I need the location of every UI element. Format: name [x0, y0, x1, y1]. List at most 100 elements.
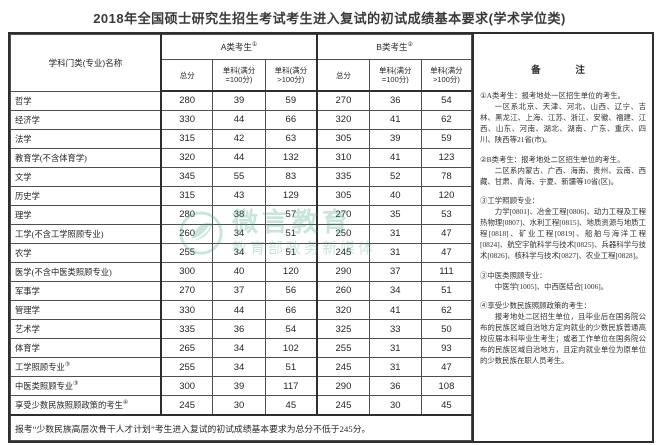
- score-cell: 245: [316, 242, 370, 263]
- score-cell: 310: [316, 147, 370, 168]
- subject-cell: 历史学: [9, 185, 162, 206]
- subject-cell: 工学照顾专业③: [9, 357, 162, 378]
- score-cell: 53: [420, 204, 473, 225]
- column-header-b-single100: 单科(满分 =100分): [368, 59, 422, 92]
- score-cell: 41: [368, 300, 422, 321]
- table-row: 管理学 330 44 66 320 41 62: [9, 300, 473, 321]
- score-table-container: 学科门类(专业)名称 A类考生① B类考生② 总分 单科(满分 =100分) 单…: [8, 32, 654, 443]
- table-row: 军事学 270 37 56 260 34 51: [9, 280, 473, 302]
- score-cell: 117: [264, 376, 318, 397]
- score-cell: 335: [316, 166, 370, 187]
- group-b-label: B类考生: [376, 42, 408, 52]
- score-cell: 41: [368, 147, 422, 168]
- subject-cell: 享受少数民族照顾政策的考生④: [9, 395, 162, 416]
- column-header-group-b: B类考生②: [316, 34, 473, 60]
- score-cell: 30: [368, 395, 422, 416]
- table-row: 理学 280 38 57 270 35 53: [9, 204, 473, 225]
- score-cell: 42: [212, 128, 266, 149]
- score-cell: 270: [159, 280, 214, 302]
- score-cell: 45: [420, 395, 473, 416]
- table-row: 体育学 265 34 102 255 31 93: [9, 338, 473, 359]
- score-cell: 270: [316, 90, 370, 111]
- score-cell: 300: [159, 261, 214, 282]
- score-cell: 330: [159, 109, 214, 130]
- score-cell: 39: [212, 90, 266, 111]
- table-row: 艺术学 335 36 54 325 33 50: [9, 319, 473, 340]
- score-cell: 34: [368, 280, 422, 302]
- header-row-groups: 学科门类(专业)名称 A类考生① B类考生②: [9, 34, 473, 92]
- subject-cell: 农学: [9, 242, 162, 263]
- score-cell: 39: [368, 128, 422, 149]
- score-cell: 111: [420, 261, 473, 282]
- remark-paragraph: ①A类考生：报考地处一区招生单位的考生。: [480, 91, 625, 100]
- remark-paragraph: 二区系内蒙古、广西、海南、贵州、云南、西藏、甘肃、青海、宁夏、新疆等10省(区)…: [480, 165, 646, 186]
- table-row: 法学 315 42 63 305 39 59: [9, 128, 473, 149]
- subject-cell: 法学: [9, 128, 162, 149]
- score-cell: 50: [420, 319, 473, 340]
- subject-cell: 教育学(不含体育学): [9, 147, 162, 168]
- score-cell: 54: [264, 319, 318, 340]
- remark-paragraph: 报考地处二区招生单位，且毕业后在国务院公布的民族区域自治地方定向就业的少数民族普…: [480, 311, 646, 366]
- score-cell: 57: [264, 204, 318, 225]
- score-cell: 325: [316, 319, 370, 340]
- score-table: 学科门类(专业)名称 A类考生① B类考生② 总分 单科(满分 =100分) 单…: [9, 34, 473, 441]
- score-cell: 93: [420, 338, 473, 359]
- score-cell: 260: [316, 280, 370, 302]
- remark-paragraph: 力学[0801]、冶金工程[0806]、动力工程及工程热物理[0807]、水利工…: [480, 206, 646, 261]
- score-cell: 36: [212, 319, 266, 340]
- score-cell: 47: [420, 223, 473, 244]
- score-cell: 40: [212, 261, 266, 282]
- score-cell: 62: [420, 109, 473, 130]
- score-cell: 34: [212, 242, 266, 263]
- score-cell: 120: [420, 185, 473, 206]
- score-cell: 300: [159, 376, 214, 397]
- score-cell: 83: [264, 166, 318, 187]
- column-header-a-single-over100: 单科(满分 >100分): [264, 59, 318, 92]
- footnote-mark: ③: [73, 381, 79, 388]
- score-cell: 320: [316, 300, 370, 321]
- score-cell: 44: [212, 147, 266, 168]
- subject-cell: 体育学: [9, 338, 162, 359]
- remark-paragraph: 一区系北京、天津、河北、山西、辽宁、吉林、黑龙江、上海、江苏、浙江、安徽、福建、…: [480, 102, 646, 145]
- column-header-b-total: 总分: [316, 59, 370, 92]
- score-cell: 63: [264, 128, 318, 149]
- score-cell: 47: [420, 357, 473, 378]
- subject-cell: 哲学: [9, 90, 162, 111]
- subject-cell: 中医类照顾专业③: [9, 376, 162, 397]
- score-cell: 305: [316, 185, 370, 206]
- score-cell: 59: [264, 90, 318, 111]
- score-cell: 36: [368, 90, 422, 111]
- score-cell: 62: [420, 300, 473, 321]
- remark-paragraph: ③中医类照顾专业：: [480, 270, 547, 280]
- score-cell: 33: [368, 319, 422, 340]
- score-cell: 55: [212, 166, 266, 187]
- remark-paragraph: 中医学[1005]、中西医结合[1006]。: [494, 281, 609, 291]
- score-cell: 51: [264, 357, 318, 378]
- remark-paragraph: ③工学照顾专业：: [480, 195, 540, 205]
- score-cell: 41: [368, 109, 422, 130]
- score-cell: 35: [368, 204, 422, 225]
- table-row: 哲学 280 39 59 270 36 54: [9, 90, 473, 111]
- score-cell: 38: [212, 204, 266, 225]
- score-cell: 255: [159, 242, 214, 263]
- score-cell: 255: [316, 338, 370, 359]
- score-cell: 245: [159, 395, 214, 416]
- score-cell: 270: [316, 204, 370, 225]
- score-cell: 330: [159, 300, 214, 321]
- score-cell: 30: [212, 395, 266, 416]
- remarks-panel: 备 注 ①A类考生：报考地处一区招生单位的考生。 一区系北京、天津、河北、山西、辽…: [472, 34, 652, 441]
- subject-cell: 文学: [9, 166, 162, 187]
- table-row: 中医类照顾专业③ 300 39 117 290 36 108: [9, 376, 473, 397]
- score-cell: 44: [212, 109, 266, 130]
- column-header-a-single100: 单科(满分 =100分): [212, 59, 266, 92]
- score-cell: 66: [264, 109, 318, 130]
- footnote-mark: ④: [122, 400, 129, 407]
- score-cell: 54: [420, 90, 473, 111]
- score-cell: 66: [264, 300, 318, 321]
- header-row-scores: 总分 单科(满分 =100分) 单科(满分 >100分) 总分 单科(满分 =1…: [11, 59, 473, 92]
- score-cell: 34: [212, 223, 266, 244]
- footnote-mark: ③: [64, 362, 71, 369]
- table-row: 教育学(不含体育学) 320 44 132 310 41 123: [9, 147, 473, 168]
- column-header-group-a: A类考生①: [159, 34, 318, 60]
- score-cell: 132: [264, 147, 318, 168]
